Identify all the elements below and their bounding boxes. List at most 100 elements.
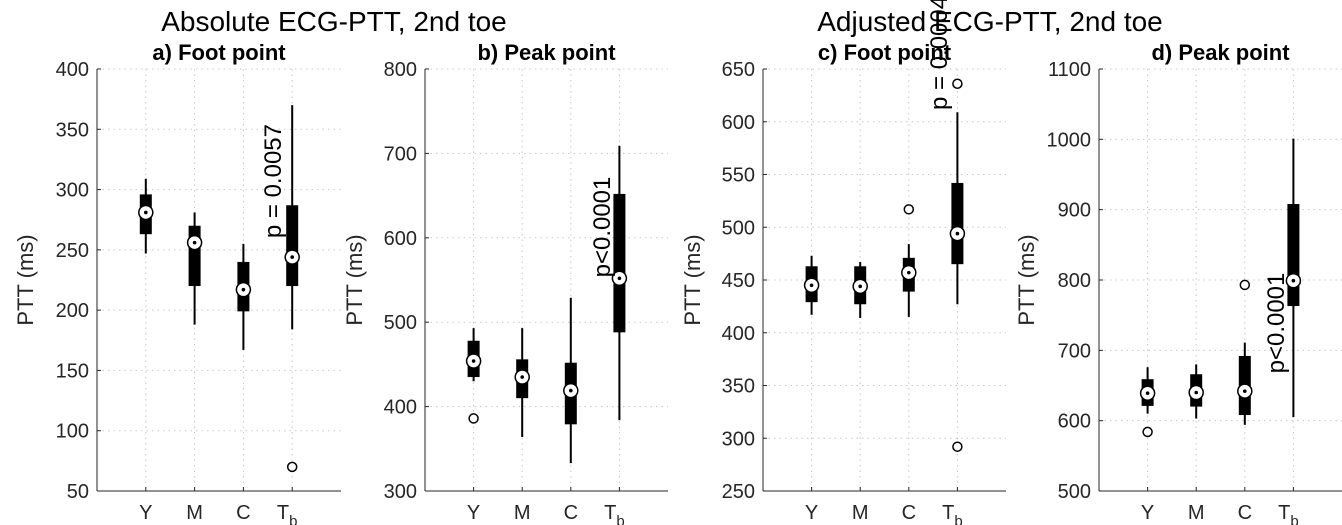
y-tick-label: 650 [722,59,755,81]
x-tick-label: Y [1141,502,1154,524]
y-tick-label: 700 [384,143,417,165]
x-tick-label-main: T [942,502,954,524]
x-tick-label-main: T [277,502,289,524]
y-tick-label: 350 [56,119,89,141]
median-dot [144,210,148,215]
median-dot [1145,391,1150,396]
outlier-point [286,461,298,473]
y-tick-label: 100 [56,421,89,443]
y-tick-label: 450 [722,270,755,292]
y-tick-label: 500 [1058,481,1091,503]
x-tick-label: C [236,502,250,524]
median-dot [241,287,246,292]
y-tick-label: 200 [56,300,89,322]
median-dot [907,270,911,275]
y-tick-label: 250 [56,240,89,262]
y-tick-label: 300 [56,180,89,202]
median-dot [1243,389,1247,393]
median-dot [520,375,524,379]
x-tick-label: Y [467,502,480,524]
x-tick-label-sub: b [954,513,962,525]
y-axis-label: PTT (ms) [1014,234,1039,325]
x-tick-label: C [564,502,578,524]
y-tick-label: 400 [722,323,755,345]
suptitle-adjusted: Adjusted ECG-PTT, 2nd toe [817,6,1163,37]
x-tick-label: M [852,502,869,524]
box-iqr [188,225,201,287]
y-tick-label: 150 [56,360,89,382]
median-dot [1291,278,1296,283]
outlier-point [468,413,479,424]
x-tick-label-sub: b [616,513,624,525]
y-tick-label: 400 [56,59,89,81]
y-tick-label: 300 [722,428,755,450]
median-dot [1194,390,1198,395]
outlier-point [1142,426,1153,438]
panel-2: 250 300 350 400 450 500 550 600 650 Y M C Tb c) Foot … [680,0,1006,525]
median-dot [809,283,814,288]
x-tick-label: M [1188,502,1205,524]
y-tick-label: 1000 [1047,129,1092,151]
y-tick-label: 400 [384,397,417,419]
median-dot [955,231,960,236]
x-tick-label: C [1238,502,1252,524]
y-tick-label: 800 [384,59,417,81]
outlier-point [1239,279,1251,291]
y-tick-label: 300 [384,481,417,503]
y-tick-label: 600 [722,112,755,134]
x-tick-label-main: T [604,502,616,524]
median-dot [192,240,197,245]
median-dot [617,276,622,281]
y-tick-label: 900 [1058,200,1091,222]
y-tick-label: 500 [722,217,755,239]
p-value-annotation: p = 0.0057 [260,124,287,238]
y-axis-label: PTT (ms) [13,234,38,325]
panel-title: b) Peak point [477,40,616,65]
y-tick-label: 550 [722,165,755,187]
median-dot [290,255,295,259]
x-tick-label: M [514,502,531,524]
x-tick-label-sub: b [289,513,297,525]
x-tick-label: C [902,502,916,524]
x-tick-label: Y [805,502,818,524]
p-value-annotation: p<0.0001 [1263,273,1290,374]
y-axis-label: PTT (ms) [680,234,705,325]
box-iqr [951,182,964,265]
x-tick-label: Y [139,502,152,524]
panel-title: d) Peak point [1151,40,1290,65]
box-iqr [286,205,299,287]
outlier-point [903,204,915,215]
x-tick-label: Tb [942,502,963,525]
panel-1: 300 400 500 600 700 800 Y M C Tb b) Peak point PTT … [342,40,668,525]
box-iqr [613,193,626,333]
y-tick-label: 800 [1058,270,1091,292]
x-tick-label: Tb [604,502,625,525]
outlier-point [952,78,963,90]
x-tick-label: Tb [1278,502,1299,525]
x-tick-label: Tb [277,502,298,525]
median-dot [569,388,573,393]
y-axis-label: PTT (ms) [342,234,367,325]
y-tick-label: 600 [384,228,417,250]
p-value-annotation: p = 0.0004 [926,0,953,110]
y-tick-label: 50 [67,481,89,503]
y-tick-label: 1100 [1048,59,1091,81]
x-tick-label: M [186,502,203,524]
panel-title: c) Foot point [818,40,952,65]
y-tick-label: 250 [722,481,755,503]
x-tick-label-sub: b [1290,513,1298,525]
y-tick-label: 500 [384,312,417,334]
suptitle-absolute: Absolute ECG-PTT, 2nd toe [161,6,507,37]
median-dot [471,359,476,363]
y-tick-label: 700 [1058,340,1091,362]
y-tick-label: 600 [1058,411,1091,433]
outlier-point [952,441,963,452]
y-tick-label: 350 [722,376,755,398]
x-tick-label-main: T [1278,502,1290,524]
p-value-annotation: p<0.0001 [589,177,616,278]
median-dot [858,284,862,289]
panel-title: a) Foot point [152,40,286,65]
panel-3: 500 600 700 800 900 1000 1100 Y M C Tb d) Peak poin… [1014,40,1342,525]
panel-0: 50 100 150 200 250 300 350 400 Y M C Tb a) Foot poin… [13,40,341,525]
